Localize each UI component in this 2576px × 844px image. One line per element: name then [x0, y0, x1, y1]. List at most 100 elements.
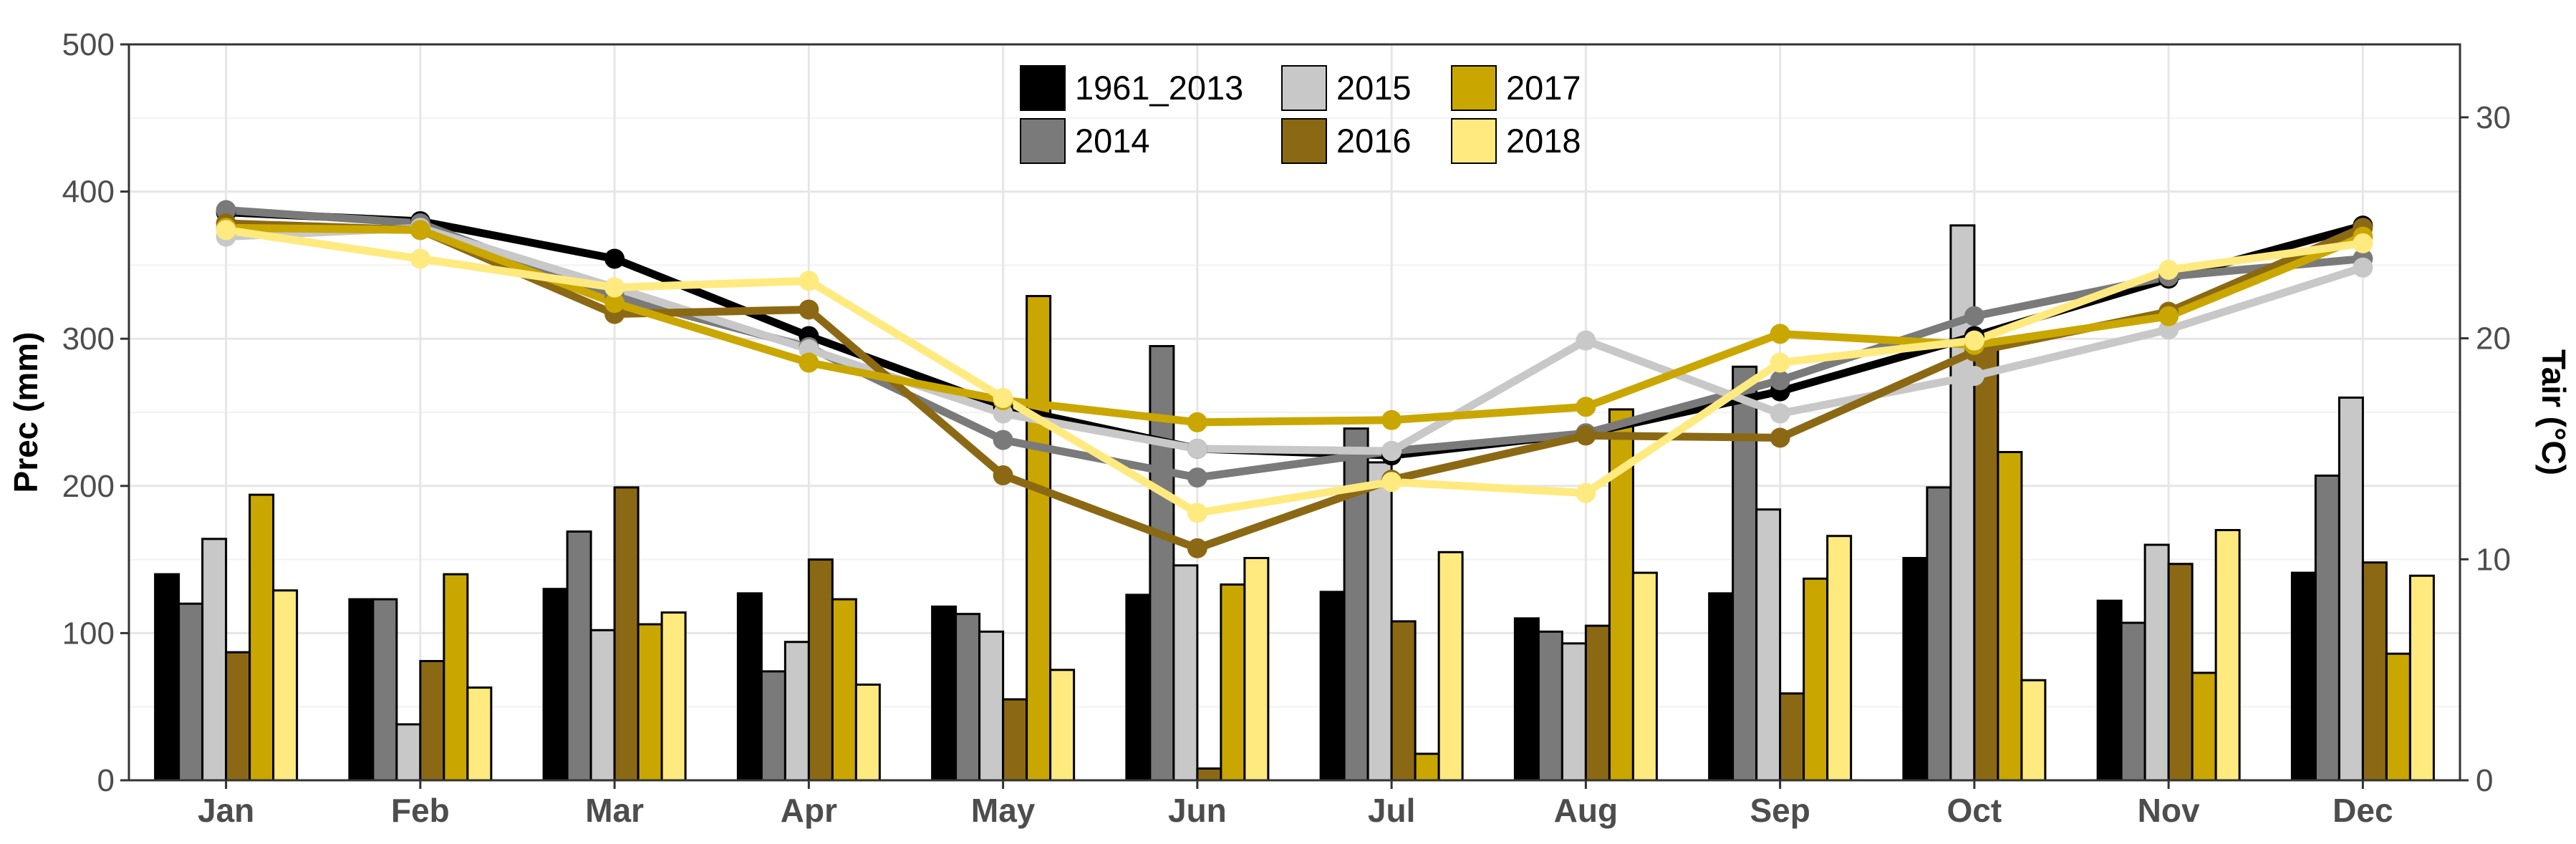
legend: 1961_2013 2014 2015 2016 2017 2018 — [1020, 65, 1581, 164]
bar-2017-Apr — [831, 598, 857, 782]
bar-1961_2013-Apr — [736, 592, 763, 782]
point-2018-Apr — [799, 271, 819, 291]
line-2015 — [222, 223, 2367, 455]
bar-2015-Apr — [783, 641, 810, 782]
bar-2016-Jun — [1196, 767, 1222, 782]
legend-label-2015: 2015 — [1336, 69, 1412, 107]
point-2017-Nov — [2158, 306, 2179, 326]
bar-2017-Dec — [2385, 652, 2411, 782]
x-tick-label-Nov: Nov — [2138, 792, 2200, 829]
bar-2014-Mar — [566, 530, 592, 782]
point-2018-Nov — [2158, 259, 2179, 280]
bar-2016-Feb — [419, 659, 445, 782]
y-left-tick-label: 400 — [62, 175, 115, 210]
point-2014-May — [993, 430, 1013, 450]
point-2014-Sep — [1770, 370, 1790, 391]
bar-2016-Jan — [225, 651, 251, 782]
bar-2017-Oct — [1997, 451, 2023, 782]
x-tick-label-Oct: Oct — [1947, 792, 2002, 829]
legend-item-2015: 2015 — [1281, 65, 1412, 111]
legend-key-2015 — [1281, 65, 1327, 111]
bar-2016-Dec — [2361, 561, 2388, 782]
point-2015-Sep — [1770, 403, 1790, 424]
point-2015-Dec — [2353, 257, 2373, 278]
legend-item-2018: 2018 — [1451, 118, 1581, 164]
temperature-lines — [216, 200, 2373, 558]
bar-1961_2013-Sep — [1708, 592, 1735, 782]
bar-2017-Jul — [1414, 752, 1440, 782]
bar-2016-Mar — [613, 486, 640, 782]
point-1961_2013-Mar — [604, 248, 625, 269]
x-tick-label-Dec: Dec — [2333, 792, 2393, 829]
bar-2015-Dec — [2338, 396, 2364, 782]
y-axis-left-title: Prec (mm) — [7, 332, 44, 493]
bar-2014-Oct — [1926, 486, 1952, 782]
point-2015-Jun — [1187, 438, 1207, 459]
bar-2017-Mar — [637, 623, 663, 782]
bar-2015-Mar — [589, 629, 616, 782]
bar-2018-Mar — [660, 611, 687, 782]
point-2018-Aug — [1576, 482, 1596, 503]
point-2016-Apr — [799, 299, 819, 320]
bar-2016-May — [1002, 698, 1028, 782]
bar-2016-Sep — [1779, 692, 1805, 782]
bar-2017-Feb — [443, 573, 469, 782]
point-2017-Jul — [1381, 409, 1402, 430]
bar-2015-May — [978, 630, 1005, 782]
point-2017-Feb — [410, 220, 430, 241]
y-left-tick-label: 200 — [62, 469, 115, 504]
bar-2018-Apr — [854, 683, 881, 782]
point-2018-Feb — [410, 248, 430, 269]
x-tick-label-Sep: Sep — [1750, 792, 1810, 829]
point-2018-Jul — [1381, 472, 1402, 493]
legend-item-2014: 2014 — [1020, 118, 1150, 164]
bar-2014-Jan — [178, 602, 204, 782]
bar-2014-Aug — [1537, 630, 1563, 782]
bar-1961_2013-Jun — [1125, 593, 1152, 782]
bar-2014-Feb — [372, 598, 398, 782]
point-2017-Mar — [604, 293, 625, 314]
bar-2014-Jul — [1343, 427, 1369, 782]
line-2018 — [222, 225, 2367, 517]
x-tick-label-Jul: Jul — [1368, 792, 1415, 829]
y-right-tick-label: 10 — [2476, 542, 2511, 577]
bar-2018-Feb — [466, 686, 493, 782]
bar-2016-Aug — [1584, 624, 1611, 782]
bar-2015-Feb — [395, 723, 422, 782]
x-tick-label-Feb: Feb — [391, 792, 450, 829]
point-2018-Jan — [216, 220, 236, 241]
point-2018-Mar — [604, 277, 625, 298]
legend-key-2016 — [1281, 118, 1327, 164]
bar-2016-Apr — [807, 558, 834, 782]
point-2018-Sep — [1770, 352, 1790, 373]
point-2016-May — [993, 465, 1013, 485]
legend-key-2017 — [1451, 65, 1497, 111]
bar-2017-Sep — [1803, 577, 1829, 782]
bar-2016-Jul — [1390, 620, 1417, 782]
bar-2018-Jun — [1243, 557, 1270, 782]
y-left-tick-label: 300 — [62, 321, 115, 356]
x-tick-label-May: May — [971, 792, 1036, 829]
bar-2018-May — [1049, 669, 1076, 782]
bar-1961_2013-May — [931, 605, 957, 782]
bar-1961_2013-Jul — [1319, 591, 1346, 782]
bar-2018-Sep — [1826, 535, 1853, 782]
bar-2014-Apr — [760, 670, 786, 782]
line-2017 — [222, 223, 2367, 427]
bar-1961_2013-Feb — [348, 598, 375, 782]
y-axis-right-title: Tair (°C) — [2535, 349, 2572, 475]
x-tick-label-Jan: Jan — [198, 792, 254, 829]
bar-2018-Jan — [272, 589, 299, 782]
bar-2018-Jul — [1437, 550, 1464, 782]
bar-2016-Oct — [1973, 341, 1999, 782]
axes: 0 100 200 300 400 500 0 10 20 30 Jan Feb Mar Apr May Ju… — [62, 27, 2511, 829]
point-2018-Oct — [1964, 330, 1984, 351]
legend-key-2018 — [1451, 118, 1497, 164]
point-2014-Jun — [1187, 467, 1207, 488]
bar-2014-May — [955, 613, 981, 782]
point-2016-Jun — [1187, 538, 1207, 558]
bar-2018-Aug — [1631, 571, 1658, 782]
bar-2015-Aug — [1560, 642, 1587, 782]
bar-1961_2013-Nov — [2096, 599, 2123, 782]
point-2014-Oct — [1964, 306, 1984, 326]
